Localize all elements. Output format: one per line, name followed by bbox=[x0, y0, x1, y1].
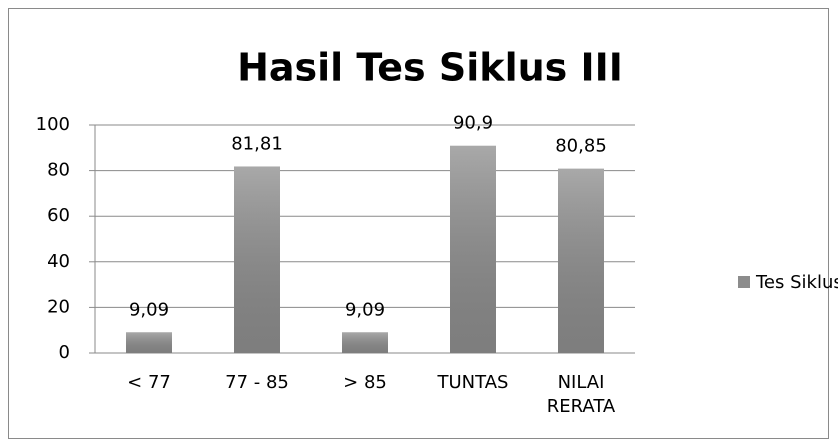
legend-swatch bbox=[738, 276, 750, 288]
x-tick-label: < 77 bbox=[127, 372, 171, 393]
data-label: 9,09 bbox=[129, 299, 169, 320]
data-label: 9,09 bbox=[345, 299, 385, 320]
y-tick-label: 20 bbox=[47, 296, 70, 317]
bar-shade bbox=[558, 168, 604, 353]
y-tick-label: 60 bbox=[47, 205, 70, 226]
y-tick-label: 40 bbox=[47, 251, 70, 272]
chart-border bbox=[8, 8, 829, 439]
x-tick-label: TUNTAS bbox=[437, 372, 509, 393]
data-label: 80,85 bbox=[555, 136, 607, 157]
legend-label: Tes Siklus II bbox=[755, 272, 838, 293]
y-tick-label: 80 bbox=[47, 160, 70, 181]
data-label: 90,9 bbox=[453, 113, 493, 134]
bar-shade bbox=[126, 332, 172, 353]
bar-shade bbox=[342, 332, 388, 353]
y-tick-label: 0 bbox=[59, 342, 70, 363]
bar-shade bbox=[450, 145, 496, 353]
y-tick-label: 100 bbox=[36, 114, 70, 135]
x-tick-label: NILAI RERATA bbox=[546, 372, 616, 417]
x-tick-label: 77 - 85 bbox=[225, 372, 289, 393]
x-tick-label: > 85 bbox=[343, 372, 387, 393]
chart-title: Hasil Tes Siklus III bbox=[237, 46, 623, 90]
bar-shade bbox=[234, 166, 280, 353]
data-label: 81,81 bbox=[231, 133, 283, 154]
